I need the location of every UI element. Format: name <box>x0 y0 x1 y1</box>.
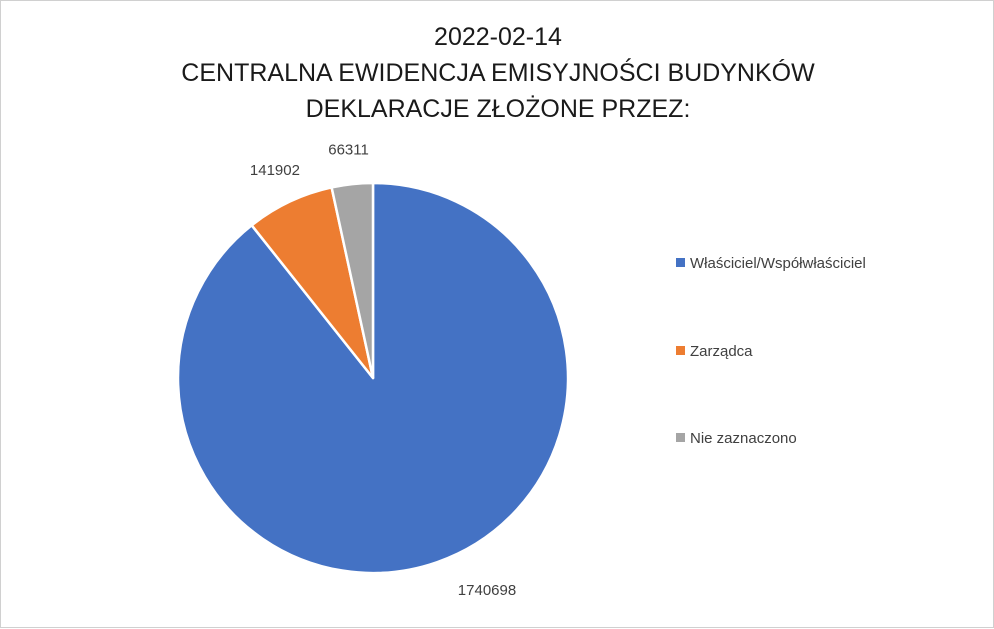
data-label-unmarked: 66311 <box>328 141 369 158</box>
legend-swatch-manager <box>676 346 685 355</box>
pie-slice-unmarked <box>330 181 375 380</box>
chart-title-sub: DEKLARACJE ZŁOŻONE PRZEZ: <box>305 95 691 123</box>
legend-item-owner: Właściciel/Współwłaściciel <box>676 255 866 272</box>
data-label-owner: 1740698 <box>458 582 516 599</box>
legend-label-owner: Właściciel/Współwłaściciel <box>690 255 866 272</box>
legend-item-unmarked: Nie zaznaczono <box>676 430 797 447</box>
chart-title-date: 2022-02-14 <box>434 23 562 51</box>
legend-swatch-unmarked <box>676 433 685 442</box>
legend-swatch-owner <box>676 258 685 267</box>
legend-label-unmarked: Nie zaznaczono <box>690 430 797 447</box>
data-label-manager: 141902 <box>250 162 300 179</box>
legend-item-manager: Zarządca <box>676 343 753 360</box>
legend-label-manager: Zarządca <box>690 343 753 360</box>
chart-title-main: CENTRALNA EWIDENCJA EMISYJNOŚCI BUDYNKÓW <box>181 59 815 87</box>
